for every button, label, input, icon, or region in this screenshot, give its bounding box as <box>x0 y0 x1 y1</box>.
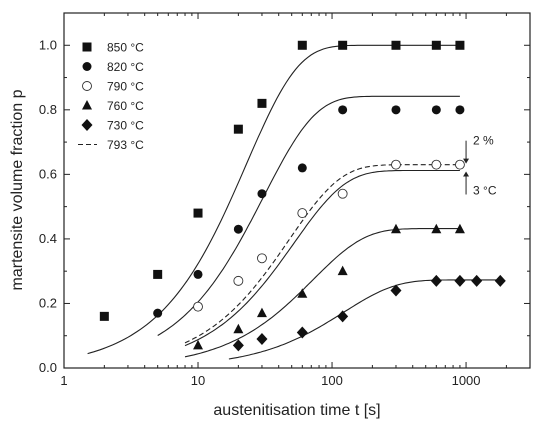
data-point <box>454 223 465 234</box>
fit-curve <box>228 279 501 360</box>
fit-curve <box>184 169 460 347</box>
data-point <box>296 326 308 339</box>
y-tick-label: 0.2 <box>39 295 57 310</box>
fit-curve <box>184 228 460 358</box>
legend-label: 760 °C <box>107 99 144 113</box>
legend-label: 793 °C <box>107 138 144 152</box>
data-point <box>391 40 401 50</box>
data-point <box>193 301 203 312</box>
legend-swatch <box>82 81 92 91</box>
data-point <box>256 307 267 318</box>
data-point <box>297 288 308 298</box>
data-point <box>454 159 465 170</box>
x-axis-label: austenitisation time t [s] <box>213 402 380 419</box>
data-point <box>232 339 244 352</box>
data-point <box>431 159 442 170</box>
data-point <box>257 98 267 108</box>
arrow-head-icon <box>463 158 470 164</box>
y-tick-label: 0.6 <box>39 166 57 181</box>
data-point <box>337 310 349 323</box>
data-point <box>431 223 442 234</box>
data-point <box>193 339 204 350</box>
y-tick-label: 1.0 <box>39 37 57 52</box>
plot-frame <box>63 12 531 369</box>
y-tick-label: 0.8 <box>39 102 57 117</box>
x-tick-label: 100 <box>321 373 343 388</box>
data-point <box>431 40 441 50</box>
data-point <box>153 308 163 318</box>
annotation-2-percent: 2 % <box>473 134 494 148</box>
data-point <box>391 159 401 170</box>
legend-swatch <box>81 119 93 131</box>
data-point <box>494 274 506 287</box>
data-point <box>193 269 203 279</box>
legend-swatch <box>82 62 92 71</box>
legend-label: 850 °C <box>107 41 144 55</box>
x-tick-label: 1 <box>60 373 67 388</box>
data-point <box>233 224 243 234</box>
data-point <box>337 265 348 276</box>
legend-label: 730 °C <box>107 119 144 133</box>
x-tick-label: 10 <box>191 373 205 388</box>
data-point <box>338 105 348 115</box>
data-point <box>233 275 244 286</box>
data-point <box>233 124 243 134</box>
data-point <box>390 284 402 297</box>
legend: 850 °C 820 °C 790 °C 760 °C 730 °C 793 °C <box>78 41 144 152</box>
annotation-3-degrees: 3 °C <box>473 183 497 197</box>
data-point <box>297 163 307 173</box>
data-point <box>297 40 307 50</box>
legend-swatch <box>82 42 92 52</box>
data-point <box>153 269 163 279</box>
data-point <box>455 105 465 115</box>
legend-label: 820 °C <box>107 60 144 74</box>
fit-curve <box>157 95 460 336</box>
data-point <box>193 208 203 218</box>
data-point <box>256 332 268 345</box>
legend-label: 790 °C <box>107 80 144 94</box>
data-point <box>257 189 267 199</box>
data-point <box>431 105 441 115</box>
y-tick-label: 0.4 <box>39 231 57 246</box>
fit-curve <box>184 164 460 344</box>
y-tick-label: 0.0 <box>39 360 57 375</box>
legend-swatch <box>82 100 92 110</box>
data-point <box>390 223 401 234</box>
data-point <box>471 274 483 287</box>
data-point <box>391 105 401 115</box>
y-axis-label: martensite volume fraction p <box>9 89 26 290</box>
x-tick-label: 1000 <box>452 373 481 388</box>
arrow-head-icon <box>463 171 470 177</box>
annotations: 2 % 3 °C <box>463 134 497 197</box>
data-point <box>430 274 442 287</box>
data-point <box>297 208 308 219</box>
data-point <box>337 188 348 199</box>
data-point <box>257 253 267 264</box>
data-point <box>455 40 465 50</box>
data-point <box>233 323 244 334</box>
data-point <box>99 311 109 321</box>
data-point <box>338 40 348 50</box>
data-point <box>454 274 466 287</box>
